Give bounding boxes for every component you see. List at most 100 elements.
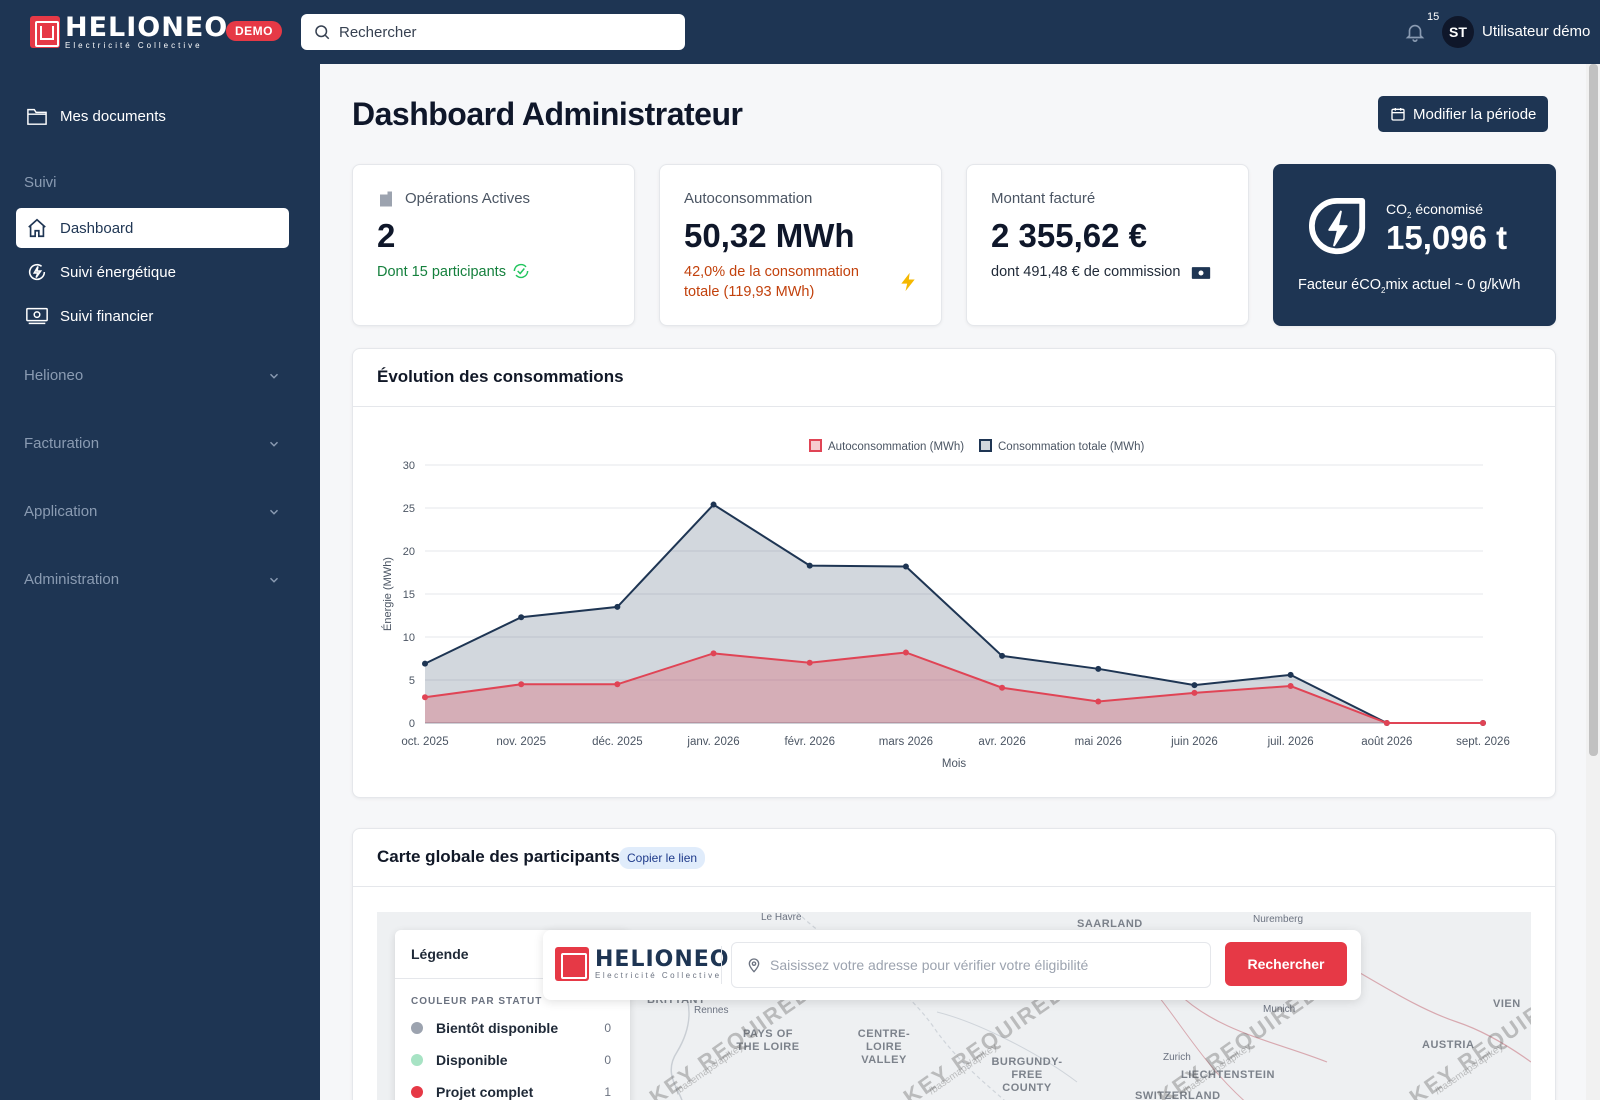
x-tick-label: avr. 2026 bbox=[978, 736, 1025, 748]
kpi-autoconso-label: Autoconsommation bbox=[684, 190, 813, 207]
legend-title: Légende bbox=[411, 946, 469, 962]
brand-tagline: Electricité Collective bbox=[65, 41, 203, 50]
legend-item: Projet complet 1 bbox=[411, 1082, 611, 1100]
chevron-down-icon bbox=[269, 441, 279, 447]
address-field[interactable] bbox=[731, 942, 1211, 988]
top-bar: HELIONEO Electricité Collective DEMO 15 … bbox=[0, 0, 1600, 64]
y-tick-label: 20 bbox=[403, 546, 415, 558]
map-place-switzerland: SWITZERLAND bbox=[1135, 1090, 1221, 1100]
banknote-icon bbox=[1191, 267, 1211, 279]
brand-logo-mark bbox=[30, 16, 60, 48]
main-content: Dashboard Administrateur Modifier la pér… bbox=[320, 64, 1586, 1100]
legend-item: Bientôt disponible 0 bbox=[411, 1018, 611, 1038]
x-tick-label: août 2026 bbox=[1361, 736, 1412, 748]
data-point bbox=[1383, 720, 1390, 726]
y-tick-label: 15 bbox=[403, 589, 415, 601]
brand-tagline: Electricité Collective bbox=[595, 970, 722, 980]
building-icon bbox=[380, 191, 392, 207]
x-tick-label: juil. 2026 bbox=[1267, 736, 1314, 748]
x-tick-label: déc. 2025 bbox=[592, 736, 643, 748]
legend-item-count: 0 bbox=[604, 1021, 611, 1035]
data-point bbox=[614, 603, 621, 610]
page-scrollbar[interactable] bbox=[1586, 64, 1600, 1100]
notification-count: 15 bbox=[1427, 11, 1440, 23]
copy-link-button[interactable]: Copier le lien bbox=[619, 847, 706, 869]
sidebar-section-suivi: Suivi bbox=[24, 174, 57, 191]
x-tick-label: sept. 2026 bbox=[1456, 736, 1510, 748]
consumption-chart-card: Évolution des consommations 0 5 10 15 20 25 30… bbox=[352, 348, 1556, 798]
kpi-co2-label: CO2 économisé bbox=[1386, 201, 1484, 220]
sidebar-item-suivi-energetique[interactable]: Suivi énergétique bbox=[16, 252, 289, 292]
kpi-montant-value: 2 355,62 € bbox=[991, 217, 1147, 254]
sidebar-item-dashboard[interactable]: Dashboard bbox=[16, 208, 289, 248]
data-point bbox=[902, 563, 909, 570]
participants-map[interactable]: Le Havre SAARLAND Nuremberg BRITTANY Ren… bbox=[377, 912, 1531, 1100]
map-place-nuremberg: Nuremberg bbox=[1253, 914, 1304, 925]
chart-section-title: Évolution des consommations bbox=[377, 367, 624, 386]
legend-item-count: 0 bbox=[604, 1053, 611, 1067]
data-point bbox=[710, 501, 717, 508]
address-input[interactable] bbox=[770, 957, 1200, 973]
map-place-centre-loire: CENTRE-LOIRE VALLEY bbox=[857, 1028, 911, 1066]
bolt-icon bbox=[901, 272, 915, 292]
map-place-zurich: Zurich bbox=[1163, 1052, 1191, 1063]
y-tick-label: 25 bbox=[403, 503, 415, 515]
legend-item-label: Bientôt disponible bbox=[436, 1020, 559, 1036]
search-input[interactable] bbox=[339, 23, 659, 41]
data-point bbox=[999, 684, 1006, 691]
map-section-title: Carte globale des participants bbox=[377, 847, 620, 866]
data-point bbox=[1191, 682, 1198, 689]
avatar[interactable]: ST bbox=[1442, 16, 1474, 48]
calendar-icon bbox=[1391, 108, 1405, 121]
data-point bbox=[1480, 720, 1486, 726]
modify-period-label: Modifier la période bbox=[1413, 105, 1537, 123]
home-icon bbox=[25, 216, 49, 240]
status-dot bbox=[411, 1054, 423, 1066]
sidebar-item-suivi-financier[interactable]: Suivi financier bbox=[16, 296, 289, 336]
scrollbar-thumb[interactable] bbox=[1589, 64, 1598, 756]
legend-swatch bbox=[809, 439, 822, 452]
brand-logo[interactable]: HELIONEO Electricité Collective bbox=[30, 14, 228, 50]
legend-item: Disponible 0 bbox=[411, 1050, 611, 1070]
sidebar-item-documents[interactable]: Mes documents bbox=[16, 96, 289, 136]
address-search-button[interactable]: Rechercher bbox=[1225, 942, 1347, 986]
sidebar-item-label: Mes documents bbox=[60, 107, 166, 125]
legend-label: Autoconsommation (MWh) bbox=[828, 441, 964, 453]
map-place-munich: Munich bbox=[1263, 1004, 1296, 1015]
map-place-vien: VIEN bbox=[1493, 998, 1521, 1010]
user-name[interactable]: Utilisateur démo bbox=[1482, 23, 1591, 40]
global-search[interactable] bbox=[301, 14, 685, 50]
sidebar-group-facturation[interactable]: Facturation bbox=[24, 435, 281, 452]
modify-period-button[interactable]: Modifier la période bbox=[1378, 96, 1549, 132]
legend-item-label: Disponible bbox=[436, 1052, 508, 1068]
series-line bbox=[424, 651, 1483, 724]
data-point bbox=[614, 681, 621, 688]
kpi-autoconso-card: Autoconsommation 50,32 MWh 42,0% de la c… bbox=[659, 164, 942, 326]
sidebar-group-application[interactable]: Application bbox=[24, 503, 281, 520]
sidebar-item-label: Suivi financier bbox=[60, 307, 154, 325]
y-axis-title: Énergie (MWh) bbox=[381, 557, 394, 631]
location-pin-icon bbox=[748, 958, 760, 973]
brand-logo-mark bbox=[555, 947, 589, 981]
sidebar-group-helioneo[interactable]: Helioneo bbox=[24, 367, 281, 384]
consumption-chart: 0 5 10 15 20 25 30 oct. 2025 nov. 2025 déc. 2025 j… bbox=[381, 439, 1510, 770]
x-tick-label: nov. 2025 bbox=[496, 736, 546, 748]
map-place-austria: AUSTRIA bbox=[1422, 1039, 1475, 1051]
data-point bbox=[422, 660, 428, 667]
kpi-co2-note: Facteur éCO2mix actuel ~ 0 g/kWh bbox=[1298, 277, 1521, 295]
legend-item-count: 1 bbox=[604, 1085, 611, 1099]
legend-swatch bbox=[979, 439, 992, 452]
sidebar-group-label: Administration bbox=[24, 571, 120, 588]
data-point bbox=[1095, 698, 1102, 705]
sidebar-group-administration[interactable]: Administration bbox=[24, 571, 281, 588]
map-place-pays-loire: PAYS OF THE LOIRE bbox=[736, 1028, 800, 1053]
data-point bbox=[710, 650, 717, 657]
sidebar-group-label: Helioneo bbox=[24, 367, 84, 384]
kpi-autoconso-note: 42,0% de la consommation totale (119,93 … bbox=[684, 264, 859, 300]
folder-icon bbox=[25, 104, 49, 128]
bell-icon[interactable] bbox=[1404, 20, 1426, 44]
kpi-operations-label: Opérations Actives bbox=[405, 190, 531, 207]
status-dot bbox=[411, 1022, 423, 1034]
demo-badge: DEMO bbox=[226, 21, 282, 41]
map-place-burgundy: BURGUNDY-FREE COUNTY bbox=[991, 1056, 1063, 1094]
